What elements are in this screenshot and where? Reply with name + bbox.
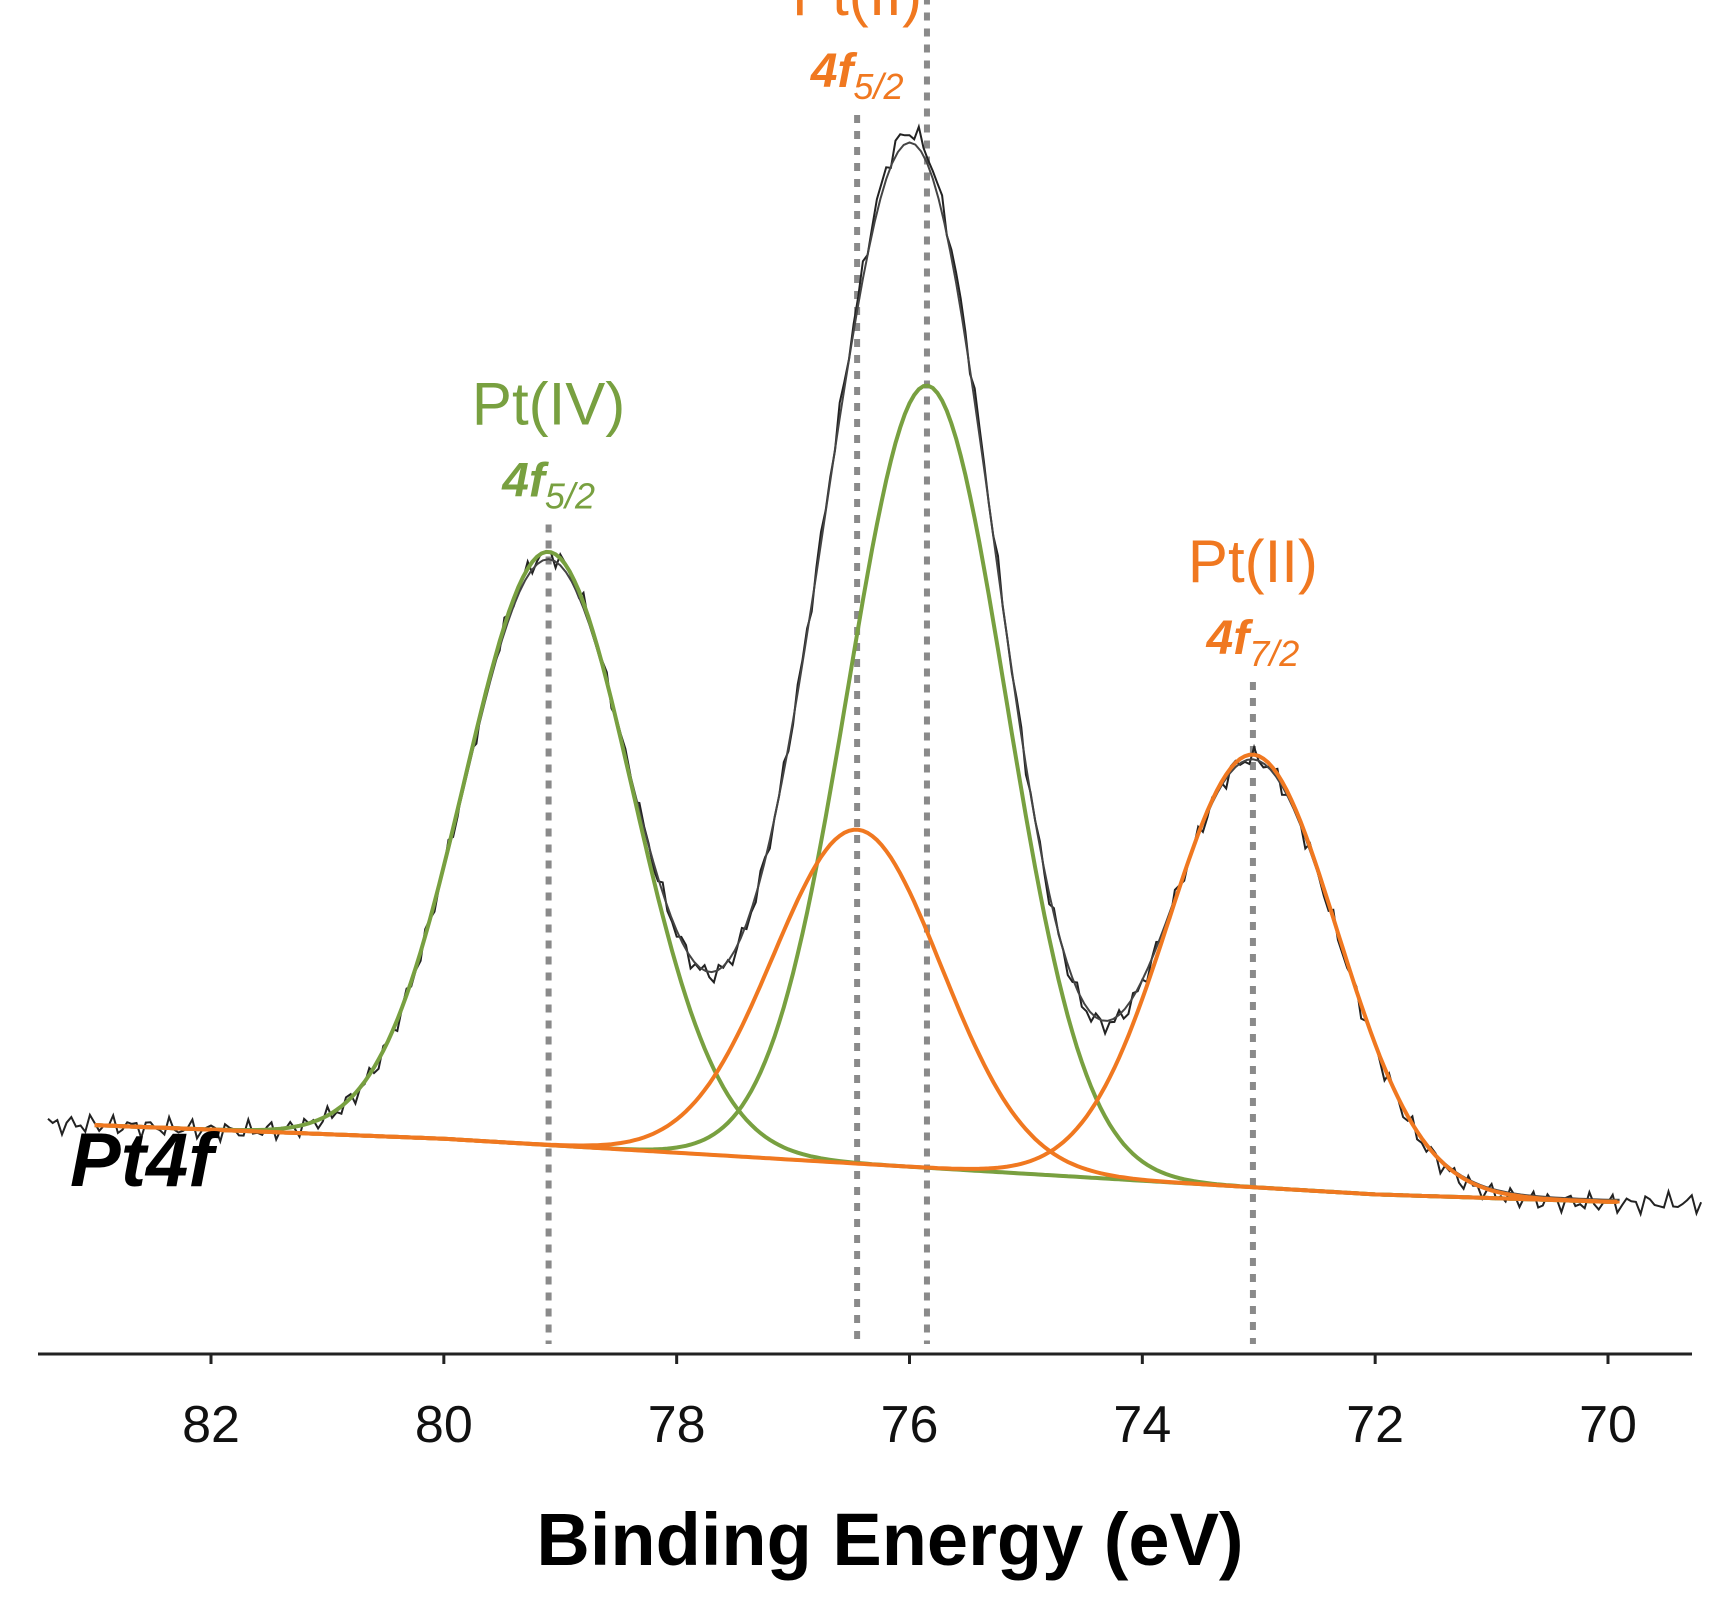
raw-spectrum-line — [47, 123, 1703, 1218]
x-tick-label: 80 — [415, 1396, 473, 1454]
x-tick-label: 72 — [1346, 1396, 1404, 1454]
peak-orbital-label-2: 4f5/2 — [810, 45, 904, 107]
peak-orbital-label-1: 4f5/2 — [501, 455, 595, 517]
spectrum-curves — [47, 123, 1703, 1218]
peak-state-label-2: Pt(II) — [792, 0, 922, 28]
peak-orbital-label-4: 4f7/2 — [1206, 612, 1300, 674]
x-tick-label: 74 — [1113, 1396, 1171, 1454]
x-tick-label: 78 — [648, 1396, 706, 1454]
peak-state-label-4: Pt(II) — [1188, 528, 1318, 595]
peak-state-label-1: Pt(IV) — [472, 371, 625, 438]
x-tick-label: 76 — [881, 1396, 939, 1454]
component-line-4 — [94, 752, 1618, 1204]
peak-annotations: Pt(IV)4f5/2Pt(II)4f5/2Pt(IV)4f7/2Pt(II)4… — [472, 0, 1318, 674]
x-axis-ticks: 82 80 78 76 74 72 70 — [182, 1354, 1637, 1454]
peak-marker-lines — [545, 0, 1256, 1344]
panel-label: Pt4f — [70, 1118, 220, 1203]
x-axis-title: Binding Energy (eV) — [536, 1498, 1243, 1581]
x-tick-label: 70 — [1579, 1396, 1637, 1454]
x-tick-label: 82 — [182, 1396, 240, 1454]
